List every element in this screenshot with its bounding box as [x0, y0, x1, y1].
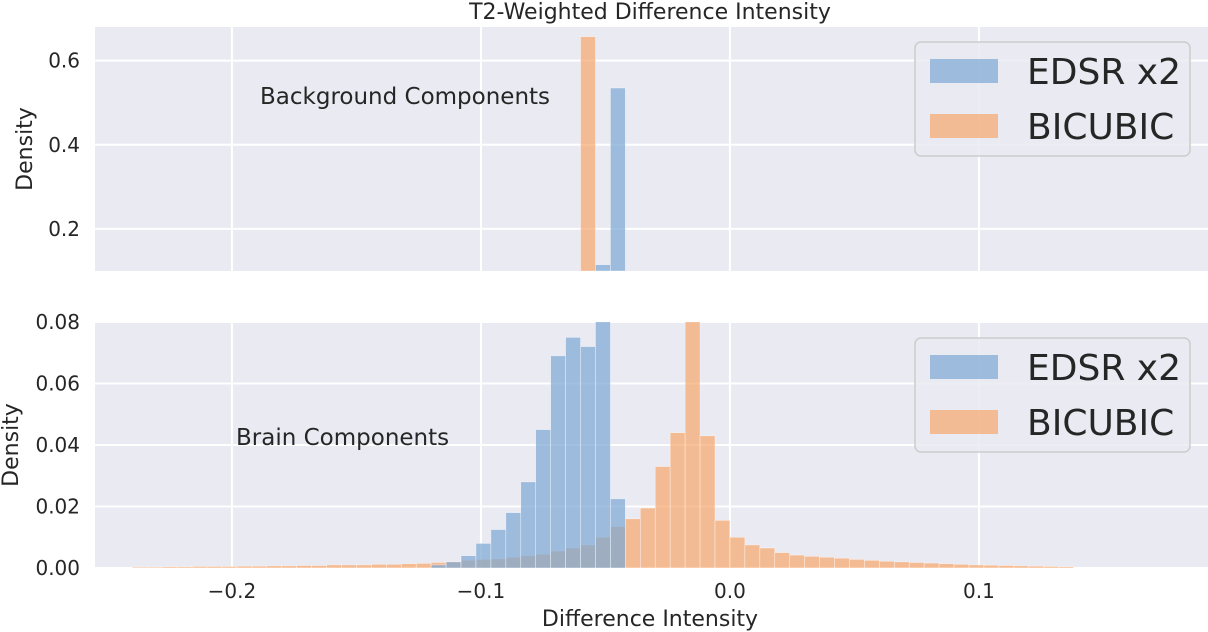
- bar-bicubic: [893, 561, 910, 568]
- bar-bicubic: [639, 507, 656, 568]
- y-tick-label: 0.2: [48, 217, 80, 241]
- bar-bicubic: [236, 565, 253, 568]
- bar-edsr: [430, 564, 447, 568]
- bar-edsr: [535, 429, 551, 568]
- legend-label-edsr: EDSR x2: [1027, 52, 1181, 93]
- bar-edsr: [445, 561, 462, 568]
- bar-bicubic: [206, 566, 223, 568]
- y-tick-label: 0.00: [35, 556, 80, 580]
- bar-bicubic: [789, 554, 805, 568]
- bar-edsr: [610, 87, 626, 271]
- bar-bicubic: [744, 544, 761, 568]
- bar-edsr: [475, 543, 492, 568]
- x-tick-label: −0.2: [208, 579, 257, 603]
- bar-bicubic: [251, 565, 268, 568]
- y-axis-label: Density: [13, 107, 38, 191]
- bar-bicubic: [923, 562, 940, 568]
- bar-bicubic: [266, 565, 283, 568]
- bar-bicubic: [341, 564, 357, 568]
- bar-bicubic: [191, 566, 208, 568]
- bar-edsr: [550, 355, 566, 568]
- y-tick-label: 0.02: [35, 495, 80, 519]
- panel-annotation: Background Components: [260, 84, 550, 110]
- bar-bicubic: [311, 565, 327, 568]
- bar-bicubic: [415, 563, 432, 568]
- bar-bicubic: [983, 564, 1000, 568]
- bar-bicubic: [804, 556, 820, 568]
- bar-bicubic: [684, 322, 701, 568]
- bar-bicubic: [580, 36, 596, 271]
- bar-bicubic: [968, 564, 985, 568]
- legend-swatch-bicubic: [930, 114, 998, 138]
- bars-group: [580, 36, 626, 271]
- bar-bicubic: [908, 562, 925, 568]
- bar-bicubic: [819, 556, 835, 568]
- chart-title: T2-Weighted Difference Intensity: [468, 0, 831, 25]
- bar-bicubic: [849, 559, 865, 568]
- bar-bicubic: [654, 466, 671, 568]
- panel-bottom: 0.00 0.02 0.04 0.06 0.08 −0.2 −0.1 0.0 0.1 Densit…: [0, 310, 1208, 603]
- legend-label-bicubic: BICUBIC: [1027, 107, 1174, 148]
- bar-bicubic: [998, 565, 1015, 568]
- bar-bicubic: [714, 520, 731, 568]
- bars-group: [132, 322, 1074, 568]
- bar-bicubic: [625, 518, 641, 568]
- bar-bicubic: [1013, 565, 1030, 568]
- bar-bicubic: [953, 564, 970, 568]
- x-tick-label: 0.1: [963, 579, 995, 603]
- bar-edsr: [580, 346, 596, 568]
- legend-swatch-edsr: [930, 59, 998, 83]
- bar-bicubic: [864, 560, 880, 568]
- bar-bicubic: [400, 563, 417, 568]
- bar-bicubic: [356, 564, 372, 568]
- bar-bicubic: [1028, 565, 1044, 568]
- bar-bicubic: [386, 564, 402, 568]
- bar-edsr: [595, 322, 611, 568]
- bar-edsr: [490, 529, 507, 568]
- y-tick-label: 0.08: [35, 310, 80, 334]
- bar-edsr: [595, 264, 611, 271]
- bar-edsr: [460, 555, 477, 568]
- bar-bicubic: [296, 565, 312, 568]
- bar-edsr: [505, 512, 522, 568]
- bar-edsr: [520, 481, 537, 568]
- y-tick-label: 0.06: [35, 372, 80, 396]
- y-axis-label: Density: [0, 403, 24, 487]
- bar-bicubic: [221, 566, 238, 568]
- bar-edsr: [565, 337, 581, 568]
- bar-bicubic: [1058, 566, 1074, 568]
- bar-bicubic: [669, 432, 686, 568]
- bar-bicubic: [879, 560, 895, 568]
- bar-bicubic: [759, 547, 776, 568]
- bar-bicubic: [161, 566, 178, 568]
- legend: EDSR x2 BICUBIC: [914, 41, 1191, 157]
- legend-label-edsr: EDSR x2: [1027, 348, 1181, 389]
- legend-swatch-edsr: [930, 355, 998, 379]
- bar-bicubic: [938, 563, 955, 568]
- bar-bicubic: [371, 564, 387, 568]
- bar-bicubic: [774, 552, 790, 568]
- bar-bicubic: [729, 536, 746, 568]
- legend-label-bicubic: BICUBIC: [1027, 403, 1174, 444]
- bar-bicubic: [326, 564, 342, 568]
- bar-bicubic: [132, 566, 148, 568]
- bar-bicubic: [281, 565, 297, 568]
- bar-bicubic: [146, 566, 163, 568]
- x-tick-label: 0.0: [714, 579, 746, 603]
- bar-edsr: [610, 498, 626, 568]
- bar-bicubic: [1043, 566, 1059, 568]
- y-tick-label: 0.04: [35, 433, 80, 457]
- legend: EDSR x2 BICUBIC: [914, 337, 1191, 453]
- y-tick-label: 0.4: [48, 133, 80, 157]
- x-tick-label: −0.1: [457, 579, 506, 603]
- legend-swatch-bicubic: [930, 410, 998, 434]
- x-axis-label: Difference Intensity: [542, 607, 758, 632]
- panel-annotation: Brain Components: [236, 425, 449, 451]
- y-tick-label: 0.6: [48, 49, 80, 73]
- panel-top: 0.2 0.4 0.6 Density Background Components EDS…: [13, 27, 1208, 271]
- bar-bicubic: [834, 557, 850, 568]
- bar-bicubic: [176, 566, 193, 568]
- bar-bicubic: [699, 435, 716, 568]
